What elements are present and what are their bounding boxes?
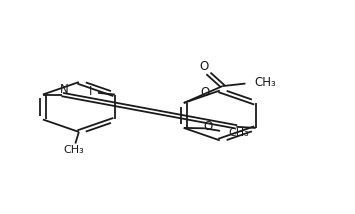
Text: O: O bbox=[200, 86, 209, 98]
Text: CH₃: CH₃ bbox=[228, 128, 249, 138]
Text: CH₃: CH₃ bbox=[63, 145, 84, 155]
Text: I: I bbox=[88, 85, 92, 98]
Text: O: O bbox=[204, 120, 213, 133]
Text: CH₃: CH₃ bbox=[254, 76, 276, 89]
Text: O: O bbox=[200, 60, 209, 73]
Text: N: N bbox=[60, 83, 69, 96]
